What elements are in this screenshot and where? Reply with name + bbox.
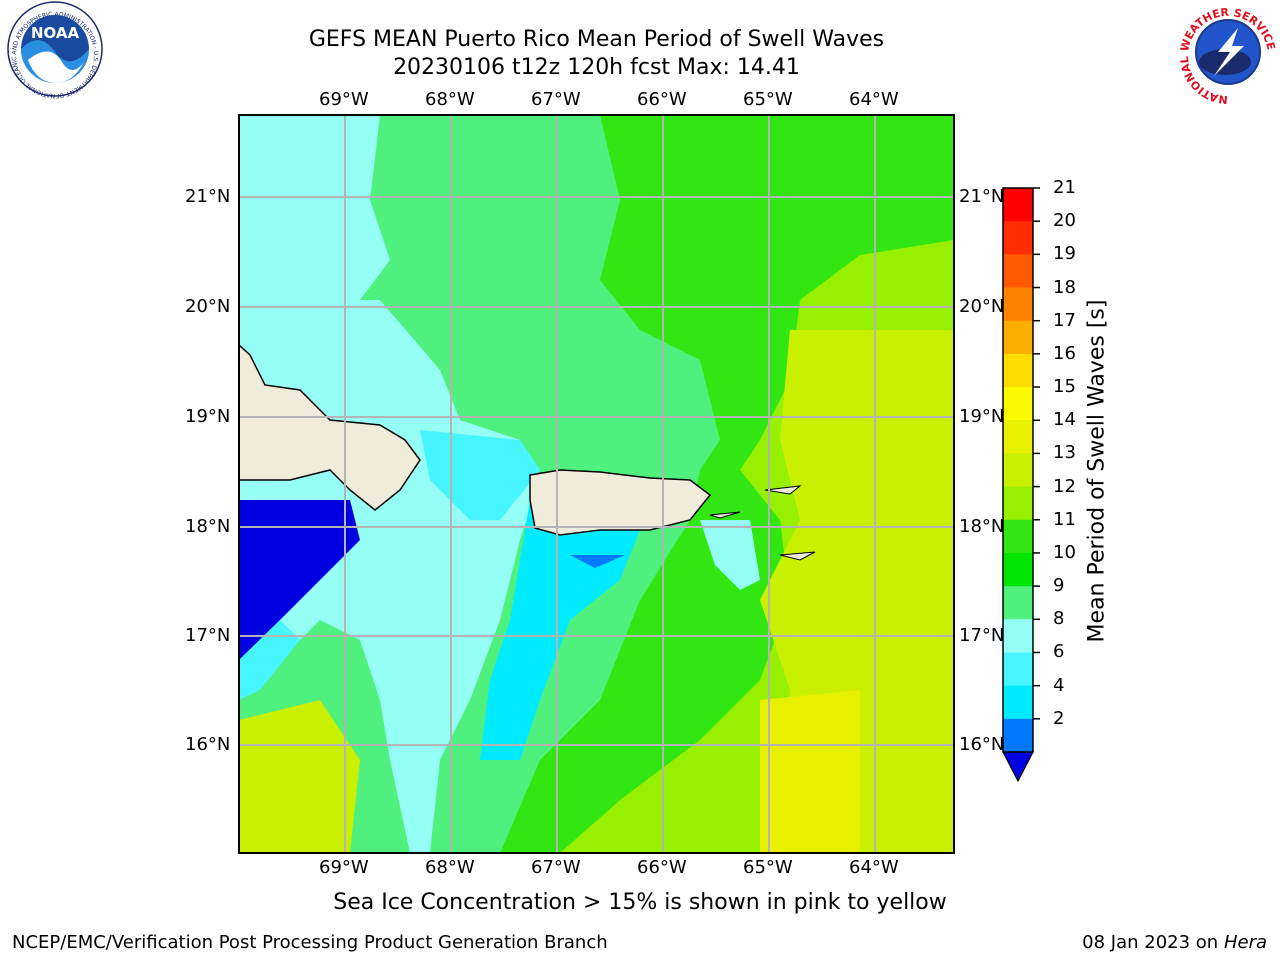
lat-label-right: 20°N	[959, 296, 1005, 317]
colorbar-tick-label: 20	[1053, 210, 1076, 232]
colorbar-tick-label: 2	[1053, 707, 1065, 729]
lat-label-left: 19°N	[185, 406, 231, 427]
colorbar-tick-label: 11	[1053, 508, 1076, 530]
colorbar-frame	[1002, 187, 1034, 753]
chart-title: GEFS MEAN Puerto Rico Mean Period of Swe…	[308, 27, 885, 52]
colorbar-extend	[1002, 751, 1034, 783]
colorbar-box	[1003, 387, 1033, 421]
colorbar-box	[1003, 685, 1033, 720]
lon-label-bottom: 67°W	[531, 857, 581, 878]
colorbar-box	[1003, 254, 1033, 289]
field-blue-pr	[570, 555, 625, 568]
colorbar-tick-label: 15	[1053, 376, 1076, 398]
land-virgin-islands	[764, 485, 802, 495]
colorbar-tick-label: 10	[1053, 541, 1076, 563]
colorbar-box	[1003, 353, 1033, 388]
colorbar-tick-label: 14	[1053, 409, 1076, 431]
lon-label-top: 64°W	[849, 89, 899, 110]
colorbar-tick-label: 17	[1053, 309, 1076, 331]
field-cyan-sw	[239, 620, 300, 700]
footer-left: NCEP/EMC/Verification Post Processing Pr…	[12, 932, 608, 953]
lat-label-left: 21°N	[185, 186, 231, 207]
footer-date: 08 Jan 2023 on	[1082, 932, 1224, 953]
colorbar-tick-label: 4	[1053, 674, 1065, 696]
colorbar-box	[1003, 453, 1033, 488]
map-frame	[238, 114, 955, 854]
colorbar-tick-label: 9	[1053, 575, 1065, 597]
lat-label-right: 18°N	[959, 516, 1005, 537]
colorbar	[1003, 187, 1040, 753]
footer-right: 08 Jan 2023 on Hera	[1082, 932, 1267, 953]
field-blue	[239, 500, 360, 660]
footer-host: Hera	[1223, 932, 1267, 953]
lat-label-left: 20°N	[185, 296, 231, 317]
lon-label-bottom: 65°W	[743, 857, 793, 878]
lon-label-top: 67°W	[531, 89, 581, 110]
colorbar-tick-label: 6	[1053, 641, 1065, 663]
colorbar-tick-label: 19	[1053, 243, 1076, 265]
lat-label-left: 18°N	[185, 516, 231, 537]
field-yellow-sw	[239, 700, 360, 853]
field-cyan-east	[700, 520, 760, 590]
lat-label-left: 16°N	[185, 734, 231, 755]
colorbar-box	[1003, 586, 1033, 620]
field-yellow-se	[760, 690, 860, 853]
noaa-logo: NOAA NATIONAL OCEANIC AND ATMOSPHERIC AD…	[0, 0, 103, 99]
map-field	[239, 115, 954, 853]
colorbar-tick-label: 18	[1053, 276, 1076, 298]
colorbar-box	[1003, 221, 1033, 255]
lon-label-bottom: 66°W	[637, 857, 687, 878]
lat-label-right: 19°N	[959, 406, 1005, 427]
caption: Sea Ice Concentration > 15% is shown in …	[333, 890, 947, 915]
noaa-logo-text: NOAA	[31, 24, 80, 42]
colorbar-box	[1003, 619, 1033, 653]
lon-label-bottom: 69°W	[319, 857, 369, 878]
lat-label-right: 17°N	[959, 625, 1005, 646]
colorbar-box	[1003, 652, 1033, 687]
lon-label-top: 66°W	[637, 89, 687, 110]
colorbar-box	[1003, 486, 1033, 521]
colorbar-tick-label: 16	[1053, 342, 1076, 364]
land-st-croix	[779, 551, 816, 561]
nws-logo: NATIONAL WEATHER SERVICE	[1178, 3, 1278, 106]
colorbar-tick-label: 12	[1053, 475, 1076, 497]
lon-label-bottom: 68°W	[425, 857, 475, 878]
field-cyan-nw	[239, 115, 390, 310]
colorbar-tick-label: 21	[1053, 177, 1076, 198]
colorbar-tick-label: 8	[1053, 608, 1065, 630]
lon-label-top: 65°W	[743, 89, 793, 110]
graticule	[239, 115, 954, 853]
colorbar-box	[1003, 188, 1033, 222]
colorbar-box	[1003, 420, 1033, 454]
lon-label-bottom: 64°W	[849, 857, 899, 878]
lat-label-left: 17°N	[185, 625, 231, 646]
chart-subtitle: 20230106 t12z 120h fcst Max: 14.41	[393, 55, 800, 80]
colorbar-box	[1003, 320, 1033, 355]
lat-label-right: 21°N	[959, 186, 1005, 207]
colorbar-box	[1003, 552, 1033, 587]
lon-label-top: 69°W	[319, 89, 369, 110]
colorbar-box	[1003, 519, 1033, 554]
lat-label-right: 16°N	[959, 734, 1005, 755]
colorbar-label: Mean Period of Swell Waves [s]	[1084, 299, 1110, 643]
lon-label-top: 68°W	[425, 89, 475, 110]
colorbar-box	[1003, 718, 1033, 753]
colorbar-tick-label: 13	[1053, 442, 1076, 464]
land-vieques	[709, 511, 741, 519]
land-hispaniola	[239, 343, 421, 511]
colorbar-box	[1003, 287, 1033, 322]
